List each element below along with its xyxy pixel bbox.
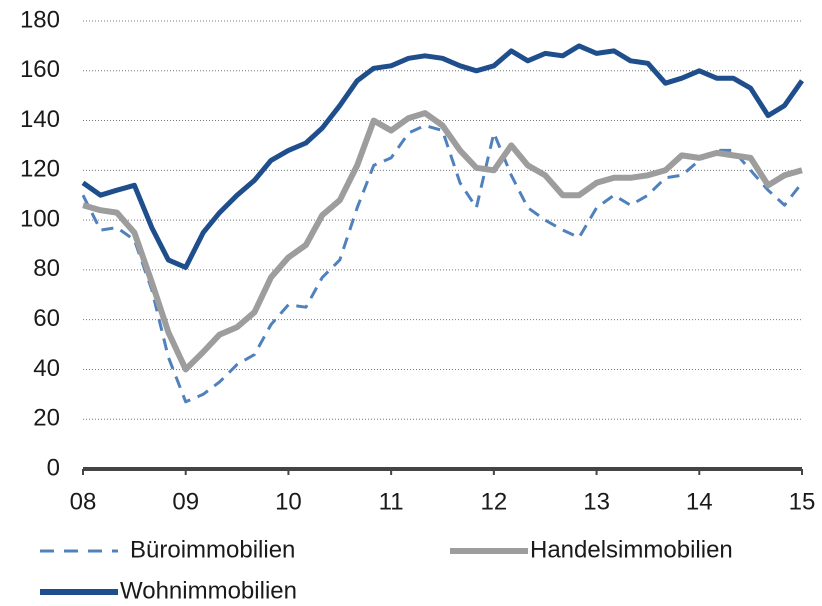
legend-label: Handelsimmobilien: [530, 536, 733, 563]
x-tick-label: 12: [481, 488, 508, 515]
data-line: [82, 110, 803, 373]
y-tick-label: 140: [20, 106, 60, 133]
y-tick-label: 0: [47, 454, 60, 481]
x-tick-label: 09: [172, 488, 199, 515]
y-tick-label: 40: [33, 355, 60, 382]
x-tick-label: 14: [686, 488, 713, 515]
x-tick-label: 10: [275, 488, 302, 515]
x-tick-label: 08: [70, 488, 97, 515]
y-tick-label: 20: [33, 405, 60, 432]
y-tick-label: 100: [20, 205, 60, 232]
x-tick-label: 11: [379, 488, 404, 515]
y-tick-label: 80: [33, 255, 60, 282]
y-tick-label: 120: [20, 156, 60, 183]
x-tick-label: 15: [789, 488, 816, 515]
data-line: [81, 43, 805, 270]
y-tick-label: 60: [33, 305, 60, 332]
x-tick-label: 13: [583, 488, 610, 515]
legend-label: Wohnimmobilien: [120, 577, 297, 604]
data-line: [81, 124, 804, 404]
y-tick-label: 160: [20, 56, 60, 83]
y-tick-label: 180: [20, 6, 60, 33]
legend-label: Büroimmobilien: [130, 536, 295, 563]
